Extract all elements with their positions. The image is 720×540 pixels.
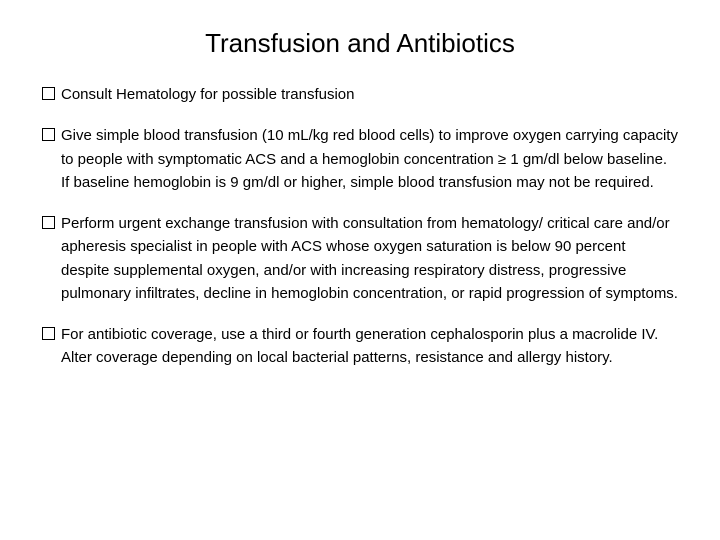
checklist-item: Give simple blood transfusion (10 mL/kg … — [42, 124, 678, 194]
checkbox-icon — [42, 327, 55, 340]
checklist-item-text: Give simple blood transfusion (10 mL/kg … — [61, 124, 678, 194]
checklist-item-text: For antibiotic coverage, use a third or … — [61, 323, 678, 370]
checklist-item: Consult Hematology for possible transfus… — [42, 83, 678, 106]
page-title: Transfusion and Antibiotics — [42, 28, 678, 59]
checklist-item: Perform urgent exchange transfusion with… — [42, 212, 678, 305]
checklist-item-text: Perform urgent exchange transfusion with… — [61, 212, 678, 305]
checkbox-icon — [42, 216, 55, 229]
checklist-item-text: Consult Hematology for possible transfus… — [61, 83, 678, 106]
slide-page: Transfusion and Antibiotics Consult Hema… — [0, 0, 720, 540]
checkbox-icon — [42, 128, 55, 141]
checklist-item: For antibiotic coverage, use a third or … — [42, 323, 678, 370]
checkbox-icon — [42, 87, 55, 100]
